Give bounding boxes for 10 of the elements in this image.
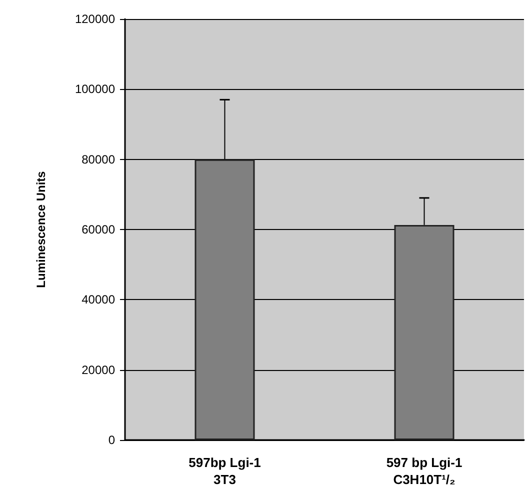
x-tick-label: 597bp Lgi-1 3T3 (188, 455, 261, 487)
y-tick-label: 100000 (74, 82, 116, 96)
y-tick-label: 60000 (82, 222, 116, 236)
x-tick-label: 597 bp Lgi-1 C3H10T¹/₂ (386, 455, 462, 487)
y-tick-label: 40000 (82, 292, 116, 307)
y-tick-label: 80000 (82, 152, 116, 166)
y-tick-label: 0 (108, 433, 116, 447)
y-tick-label: 120000 (74, 12, 116, 26)
y-tick-label: 20000 (82, 362, 116, 377)
y-axis-title: Luminescence Units (34, 170, 48, 288)
